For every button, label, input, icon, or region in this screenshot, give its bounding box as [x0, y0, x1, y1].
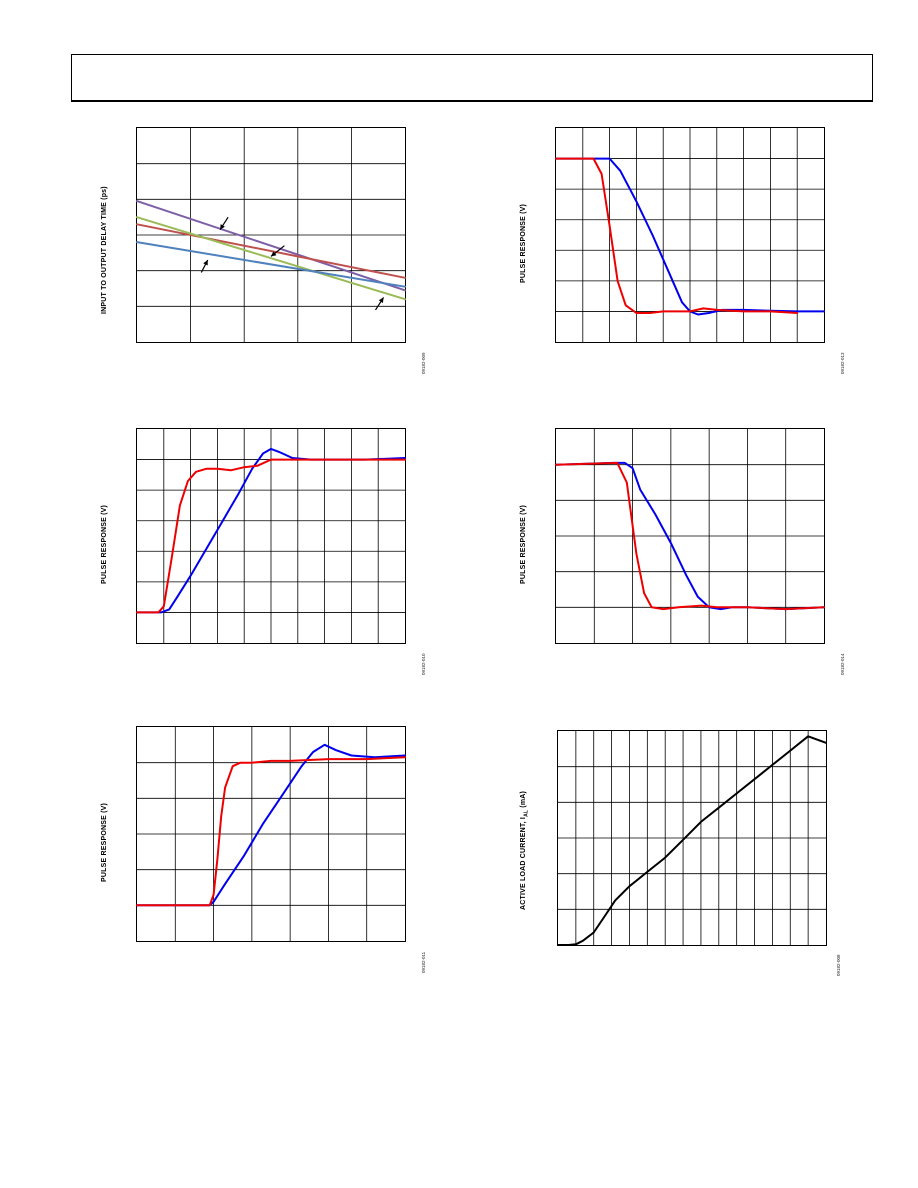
figure-id: 09182-008 [836, 954, 841, 976]
series-line-2 [136, 223, 406, 279]
plot-area [136, 428, 406, 644]
y-axis-label: PULSE RESPONSE (V) [520, 203, 527, 283]
figure-id: 09182-011 [421, 951, 426, 973]
series-line-2 [136, 756, 406, 907]
plot-area [136, 726, 406, 942]
chart-svg [136, 128, 406, 342]
y-axis-label-unit: (mA) [520, 790, 527, 810]
y-axis-label: INPUT TO OUTPUT DELAY TIME (ps) [101, 186, 108, 314]
page-header [71, 54, 873, 102]
figure-id: 09182-009 [421, 352, 426, 374]
annotation-arrow-head [378, 297, 384, 303]
plot-area [555, 428, 825, 644]
series-line-1 [557, 735, 827, 946]
annotation-arrow-head [271, 251, 277, 257]
annotation-arrow-head [203, 259, 208, 266]
series-line-2 [555, 461, 825, 611]
y-axis-label: PULSE RESPONSE (V) [101, 504, 108, 584]
y-axis-label-main: ACTIVE LOAD CURRENT, I [520, 816, 527, 910]
figure-id: 09182-010 [421, 653, 426, 675]
series-line-3 [136, 216, 406, 301]
series-line-2 [136, 458, 406, 614]
annotation-arrow-head [220, 224, 225, 230]
series-line-2 [555, 157, 799, 314]
y-axis-label: PULSE RESPONSE (V) [101, 802, 108, 882]
y-axis-label: PULSE RESPONSE (V) [520, 504, 527, 584]
series-line-4 [136, 241, 406, 288]
chart-svg [555, 128, 825, 342]
chart-svg [136, 429, 406, 643]
series-line-1 [136, 743, 406, 907]
series-line-1 [136, 200, 406, 292]
chart-svg [555, 429, 825, 643]
chart-svg [557, 731, 827, 946]
plot-area [557, 730, 827, 946]
y-axis-label-subscript: AL [523, 809, 530, 817]
plot-area [555, 127, 825, 343]
plot-area [136, 127, 406, 343]
figure-id: 09182-014 [840, 653, 845, 675]
chart-svg [136, 727, 406, 941]
y-axis-label: ACTIVE LOAD CURRENT, IAL (mA) [520, 791, 529, 910]
figure-id: 09182-013 [840, 352, 845, 374]
